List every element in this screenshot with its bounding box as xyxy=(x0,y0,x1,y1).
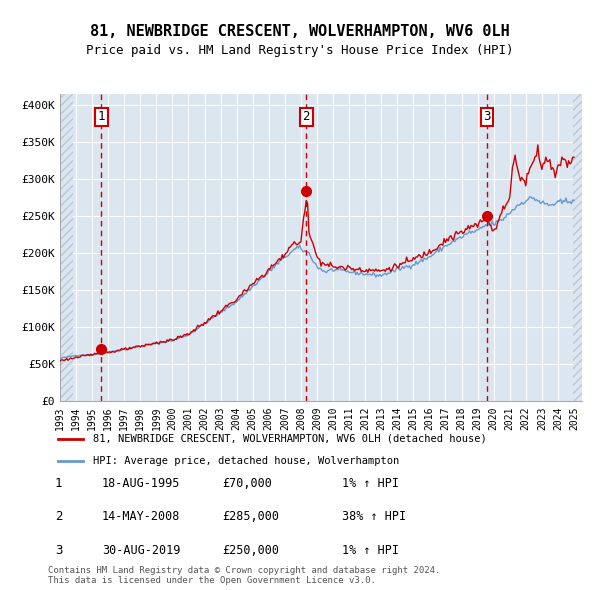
Bar xyxy=(60,94,73,401)
Text: £70,000: £70,000 xyxy=(222,477,272,490)
Text: Price paid vs. HM Land Registry's House Price Index (HPI): Price paid vs. HM Land Registry's House … xyxy=(86,44,514,57)
Text: 1% ↑ HPI: 1% ↑ HPI xyxy=(342,544,399,557)
Text: £285,000: £285,000 xyxy=(222,510,279,523)
Bar xyxy=(573,94,582,401)
Text: 38% ↑ HPI: 38% ↑ HPI xyxy=(342,510,406,523)
Text: 14-MAY-2008: 14-MAY-2008 xyxy=(102,510,181,523)
Text: 2: 2 xyxy=(302,110,310,123)
Text: 81, NEWBRIDGE CRESCENT, WOLVERHAMPTON, WV6 0LH (detached house): 81, NEWBRIDGE CRESCENT, WOLVERHAMPTON, W… xyxy=(94,434,487,444)
Text: 81, NEWBRIDGE CRESCENT, WOLVERHAMPTON, WV6 0LH: 81, NEWBRIDGE CRESCENT, WOLVERHAMPTON, W… xyxy=(90,24,510,38)
Text: 30-AUG-2019: 30-AUG-2019 xyxy=(102,544,181,557)
Text: 1: 1 xyxy=(55,477,62,490)
Text: 18-AUG-1995: 18-AUG-1995 xyxy=(102,477,181,490)
Text: 1: 1 xyxy=(98,110,105,123)
Text: 3: 3 xyxy=(55,544,62,557)
Text: Contains HM Land Registry data © Crown copyright and database right 2024.
This d: Contains HM Land Registry data © Crown c… xyxy=(48,566,440,585)
Text: 1% ↑ HPI: 1% ↑ HPI xyxy=(342,477,399,490)
Text: 3: 3 xyxy=(483,110,491,123)
Text: 2: 2 xyxy=(55,510,62,523)
Text: £250,000: £250,000 xyxy=(222,544,279,557)
Text: HPI: Average price, detached house, Wolverhampton: HPI: Average price, detached house, Wolv… xyxy=(94,456,400,466)
